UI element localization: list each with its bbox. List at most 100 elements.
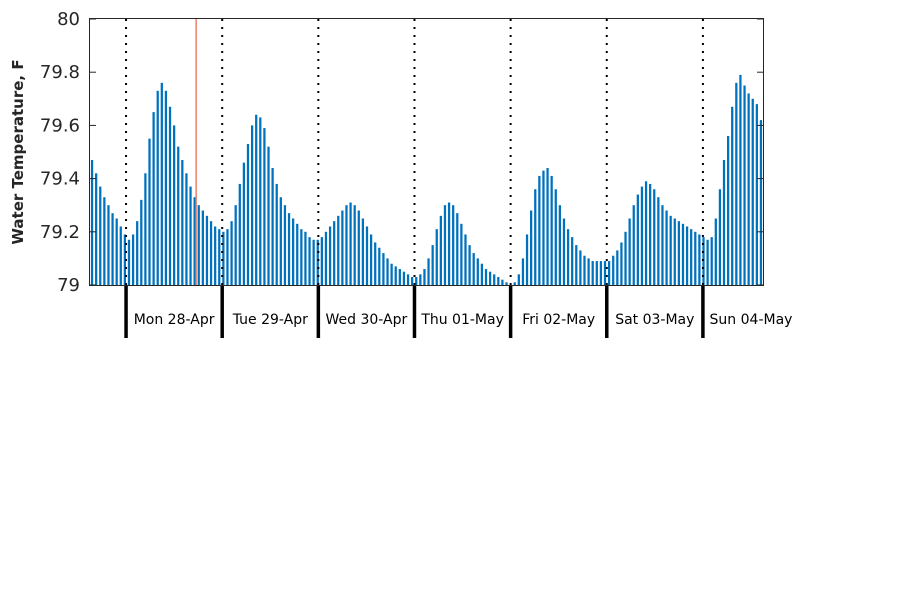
temperature-bar [726, 136, 730, 285]
y-tick-label: 79.2 [40, 222, 80, 243]
temperature-bar [374, 242, 377, 285]
temperature-bar [677, 221, 681, 285]
temperature-bar [353, 205, 356, 285]
x-day-label: Thu 01-May [420, 312, 504, 328]
temperature-bar [480, 263, 484, 285]
x-day-label: Sun 04-May [710, 312, 793, 328]
temperature-bar [587, 258, 590, 285]
temperature-bar [632, 205, 635, 285]
temperature-bar [193, 197, 196, 285]
temperature-bar [214, 226, 217, 285]
temperature-bar [222, 231, 225, 285]
temperature-bar [402, 271, 406, 285]
temperature-bar [653, 189, 656, 285]
temperature-bar [649, 183, 652, 285]
temperature-bar [312, 239, 315, 285]
temperature-bar [603, 261, 607, 285]
temperature-bar [378, 247, 381, 285]
x-day-label: Tue 29-Apr [232, 312, 308, 328]
temperature-bar [464, 234, 467, 285]
temperature-bar [250, 125, 254, 286]
temperature-bar [447, 202, 451, 285]
temperature-bar [131, 234, 135, 285]
temperature-bar [218, 229, 221, 285]
temperature-bar [636, 194, 639, 285]
temperature-bar [234, 205, 237, 285]
temperature-bar [751, 98, 754, 285]
y-tick-label: 79 [57, 275, 80, 296]
temperature-bar [406, 274, 410, 285]
temperature-bar [189, 186, 192, 285]
temperature-bar [743, 85, 746, 285]
temperature-bar [718, 189, 722, 285]
temperature-bar [554, 189, 557, 285]
temperature-bar [706, 239, 709, 285]
temperature-bar [95, 173, 98, 285]
temperature-bar [341, 210, 344, 285]
temperature-bar [534, 189, 537, 285]
y-axis: 79 79.2 79.4 79.6 79.8 80 [40, 9, 763, 296]
temperature-bar [644, 181, 648, 285]
temperature-bar [710, 237, 713, 285]
temperature-bar [669, 215, 672, 285]
temperature-bar [103, 197, 106, 285]
temperature-bar [562, 218, 566, 285]
temperature-bar [267, 146, 270, 285]
temperature-bar [173, 125, 176, 286]
temperature-bar [525, 234, 529, 285]
temperature-bar [300, 229, 303, 285]
temperature-bar [185, 173, 188, 285]
temperature-bar [731, 106, 734, 285]
bar-series [90, 74, 763, 286]
temperature-bar [382, 253, 385, 285]
temperature-bar [398, 269, 401, 285]
plot-frame [89, 18, 764, 286]
temperature-bar [472, 253, 475, 285]
y-tick-label: 79.4 [40, 169, 80, 190]
temperature-bar [152, 112, 155, 285]
temperature-bar [316, 239, 319, 285]
temperature-bar [164, 90, 168, 285]
temperature-bar [127, 239, 131, 285]
temperature-bar [521, 258, 525, 285]
temperature-bar [628, 218, 631, 285]
day-separator-lines [124, 19, 705, 338]
temperature-bar [283, 205, 287, 285]
y-tick-label: 79.8 [40, 62, 80, 83]
temperature-bar [90, 159, 94, 285]
temperature-bar [242, 162, 246, 285]
temperature-bar [144, 173, 147, 285]
x-day-label: Sat 03-May [615, 312, 694, 328]
temperature-bar [755, 104, 758, 286]
temperature-bar [415, 277, 418, 285]
temperature-bar [591, 261, 594, 285]
temperature-bar [115, 218, 118, 285]
y-tick-label: 80 [57, 9, 80, 30]
temperature-bar [685, 226, 689, 285]
temperature-bar [345, 205, 348, 285]
temperature-bar [320, 237, 323, 285]
temperature-bar [579, 250, 582, 285]
temperature-bar [107, 205, 110, 285]
temperature-bar [357, 210, 360, 285]
temperature-bar [505, 282, 508, 285]
temperature-bar [394, 266, 397, 285]
temperature-bar [681, 223, 685, 285]
temperature-bar [575, 245, 578, 285]
temperature-bar [542, 170, 545, 285]
temperature-bar [365, 226, 369, 285]
temperature-bar [160, 82, 163, 285]
temperature-bar [452, 205, 455, 285]
temperature-bar [702, 237, 705, 285]
temperature-bar [140, 199, 143, 285]
temperature-bar [123, 234, 127, 285]
temperature-bar [468, 245, 471, 285]
temperature-bar [595, 261, 598, 285]
y-axis-label: Water Temperature, F [9, 59, 27, 244]
temperature-bar [304, 231, 307, 285]
temperature-bar [287, 213, 291, 285]
temperature-bar [493, 274, 496, 285]
temperature-bar [694, 231, 697, 285]
temperature-bar [571, 237, 574, 285]
temperature-bar [624, 231, 627, 285]
